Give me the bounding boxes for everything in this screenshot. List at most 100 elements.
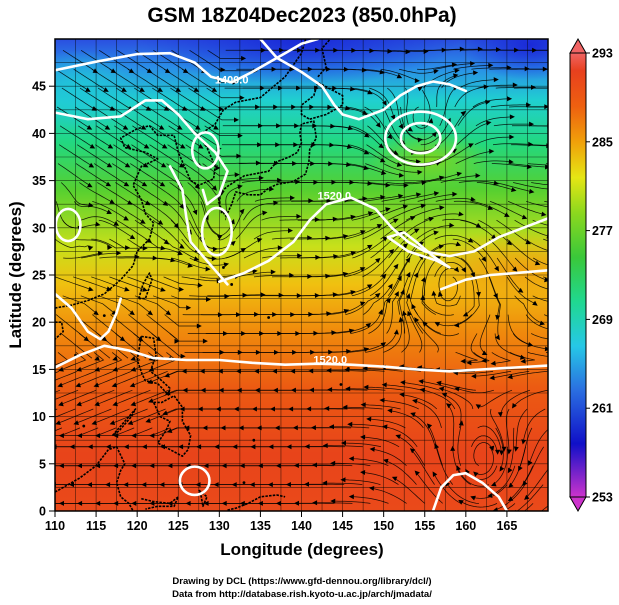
streamline-arrow	[375, 122, 381, 128]
streamline-arrow	[586, 297, 591, 302]
streamline	[433, 293, 461, 307]
streamline	[163, 276, 200, 286]
streamline-arrow	[275, 500, 281, 506]
streamline-arrow	[541, 211, 547, 217]
streamline	[97, 182, 131, 204]
height-contour	[431, 471, 509, 511]
island-marker	[339, 383, 343, 386]
streamline-arrow	[23, 433, 28, 438]
streamline	[457, 388, 495, 394]
streamline-arrow	[143, 143, 150, 149]
streamline-arrow	[105, 181, 112, 187]
streamline-arrow	[493, 77, 499, 83]
streamline	[168, 125, 202, 148]
streamline-arrow	[221, 463, 227, 469]
coastline	[300, 81, 344, 120]
streamline	[422, 389, 456, 410]
streamline-arrow	[473, 70, 479, 76]
streamline-arrow	[233, 406, 239, 412]
streamline	[531, 333, 548, 340]
streamline-arrow	[410, 412, 416, 417]
streamline-arrow	[376, 224, 383, 229]
streamline	[93, 163, 128, 185]
streamline	[346, 106, 380, 126]
streamline	[477, 84, 515, 89]
streamline	[345, 406, 383, 410]
streamline	[417, 64, 455, 70]
streamline-arrow	[237, 133, 243, 139]
streamline-arrow	[149, 463, 155, 469]
streamline	[456, 122, 489, 145]
streamline-arrow	[215, 165, 221, 171]
streamline-arrow	[330, 498, 336, 504]
streamline	[370, 49, 408, 53]
streamline-arrow	[109, 420, 116, 425]
colorbar-tick-label: 293	[592, 47, 613, 61]
streamline-arrow	[586, 260, 591, 265]
streamline-arrow	[414, 78, 420, 84]
island-marker	[222, 266, 225, 269]
streamline	[145, 238, 181, 254]
streamline-arrow	[107, 245, 113, 250]
streamline-arrow	[130, 356, 136, 361]
streamline-arrow	[274, 425, 280, 431]
streamline-arrow	[495, 449, 500, 455]
streamline-arrow	[446, 403, 452, 409]
streamline-arrow	[179, 243, 185, 249]
streamline	[127, 238, 164, 249]
streamline	[386, 182, 424, 185]
streamline	[387, 87, 403, 127]
streamline-arrow	[494, 265, 499, 272]
streamline	[457, 101, 488, 127]
streamline-arrow	[197, 406, 203, 412]
streamline	[362, 472, 399, 485]
streamline	[204, 125, 240, 136]
streamline	[351, 87, 386, 104]
streamline	[411, 450, 435, 485]
contour-labels: 1400.0 1520.0 1520.0	[215, 74, 351, 366]
streamline-arrow	[147, 310, 153, 316]
streamline-arrow	[252, 268, 258, 274]
streamline-arrow	[58, 463, 64, 469]
streamline-arrow	[312, 500, 318, 506]
streamline-arrow	[182, 68, 189, 73]
streamline-arrow	[529, 188, 535, 194]
streamline	[460, 219, 495, 238]
streamline-arrow	[385, 182, 391, 188]
coastline	[136, 335, 171, 396]
height-contour	[218, 196, 548, 283]
streamline-arrow	[157, 87, 163, 92]
streamline-arrow	[293, 463, 299, 468]
streamline-arrow	[308, 198, 314, 204]
streamline-arrow	[453, 266, 459, 273]
coastline	[55, 321, 65, 340]
contour-label: 1520.0	[318, 190, 352, 202]
streamline-arrow	[131, 463, 137, 469]
streamline	[78, 352, 105, 371]
streamline-arrow	[288, 406, 294, 412]
streamline	[343, 479, 381, 485]
streamline-arrow	[275, 463, 281, 469]
streamline-arrow	[162, 201, 169, 206]
streamline-arrow	[470, 495, 476, 501]
streamline	[386, 293, 398, 334]
streamline	[225, 239, 260, 259]
streamline-arrow	[508, 159, 514, 165]
streamline-arrow	[434, 443, 440, 449]
streamline	[475, 446, 494, 475]
streamline-arrow	[387, 408, 393, 414]
streamline-arrow	[496, 47, 501, 53]
streamline	[488, 238, 516, 270]
streamline-arrow	[22, 401, 28, 406]
streamline-arrow	[239, 95, 245, 101]
streamline-arrow	[518, 465, 523, 472]
streamline	[91, 276, 128, 291]
streamline	[80, 216, 117, 225]
y-tick-label: 15	[32, 363, 46, 377]
colorbar-tick-label: 261	[592, 402, 613, 416]
streamline-arrow	[454, 386, 460, 392]
colorbar-scale	[569, 52, 587, 498]
streamline	[109, 276, 146, 291]
streamline	[134, 87, 168, 110]
coastline	[141, 495, 180, 510]
